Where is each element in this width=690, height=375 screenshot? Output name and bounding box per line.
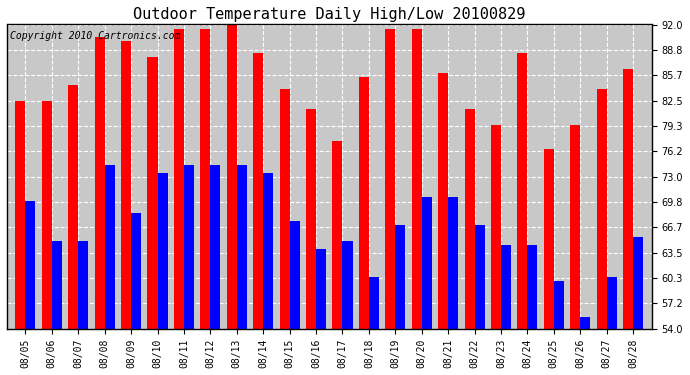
Bar <box>68 85 78 329</box>
Bar <box>359 76 369 329</box>
Bar <box>597 88 607 329</box>
Bar <box>554 281 564 329</box>
Bar <box>227 21 237 329</box>
Bar <box>342 241 353 329</box>
Bar <box>518 53 527 329</box>
Bar <box>475 225 484 329</box>
Text: Copyright 2010 Cartronics.com: Copyright 2010 Cartronics.com <box>10 31 181 40</box>
Bar <box>121 40 131 329</box>
Bar <box>131 213 141 329</box>
Bar <box>15 100 26 329</box>
Bar <box>412 28 422 329</box>
Bar <box>580 317 590 329</box>
Bar <box>527 245 538 329</box>
Bar <box>200 28 210 329</box>
Bar <box>290 221 299 329</box>
Bar <box>52 241 62 329</box>
Bar <box>623 69 633 329</box>
Bar <box>570 124 580 329</box>
Bar <box>448 197 458 329</box>
Bar <box>316 249 326 329</box>
Bar <box>42 100 52 329</box>
Bar <box>26 201 35 329</box>
Title: Outdoor Temperature Daily High/Low 20100829: Outdoor Temperature Daily High/Low 20100… <box>133 7 526 22</box>
Bar <box>279 88 290 329</box>
Bar <box>633 237 643 329</box>
Bar <box>105 165 115 329</box>
Bar <box>148 57 157 329</box>
Bar <box>263 173 273 329</box>
Bar <box>184 165 194 329</box>
Bar <box>491 124 501 329</box>
Bar <box>369 277 379 329</box>
Bar <box>544 148 554 329</box>
Bar <box>438 73 448 329</box>
Bar <box>464 109 475 329</box>
Bar <box>333 141 342 329</box>
Bar <box>210 165 220 329</box>
Bar <box>78 241 88 329</box>
Bar <box>237 165 247 329</box>
Bar <box>95 36 105 329</box>
Bar <box>607 277 617 329</box>
Bar <box>501 245 511 329</box>
Bar <box>157 173 168 329</box>
Bar <box>385 28 395 329</box>
Bar <box>306 109 316 329</box>
Bar <box>253 53 263 329</box>
Bar <box>174 28 184 329</box>
Bar <box>422 197 432 329</box>
Bar <box>395 225 405 329</box>
